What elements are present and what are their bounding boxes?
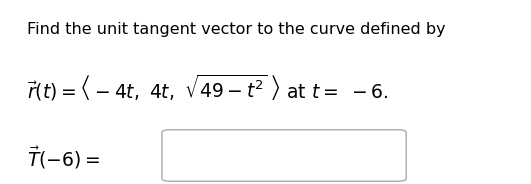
Text: Find the unit tangent vector to the curve defined by: Find the unit tangent vector to the curv… [27, 22, 445, 37]
Text: $\vec{r}(t) = \left\langle -4t,\ 4t,\ \sqrt{49 - t^2}\,\right\rangle$$\ \mathreg: $\vec{r}(t) = \left\langle -4t,\ 4t,\ \s… [27, 73, 388, 103]
Text: $\vec{T}(-6) =$: $\vec{T}(-6) =$ [27, 145, 100, 171]
FancyBboxPatch shape [162, 130, 406, 181]
